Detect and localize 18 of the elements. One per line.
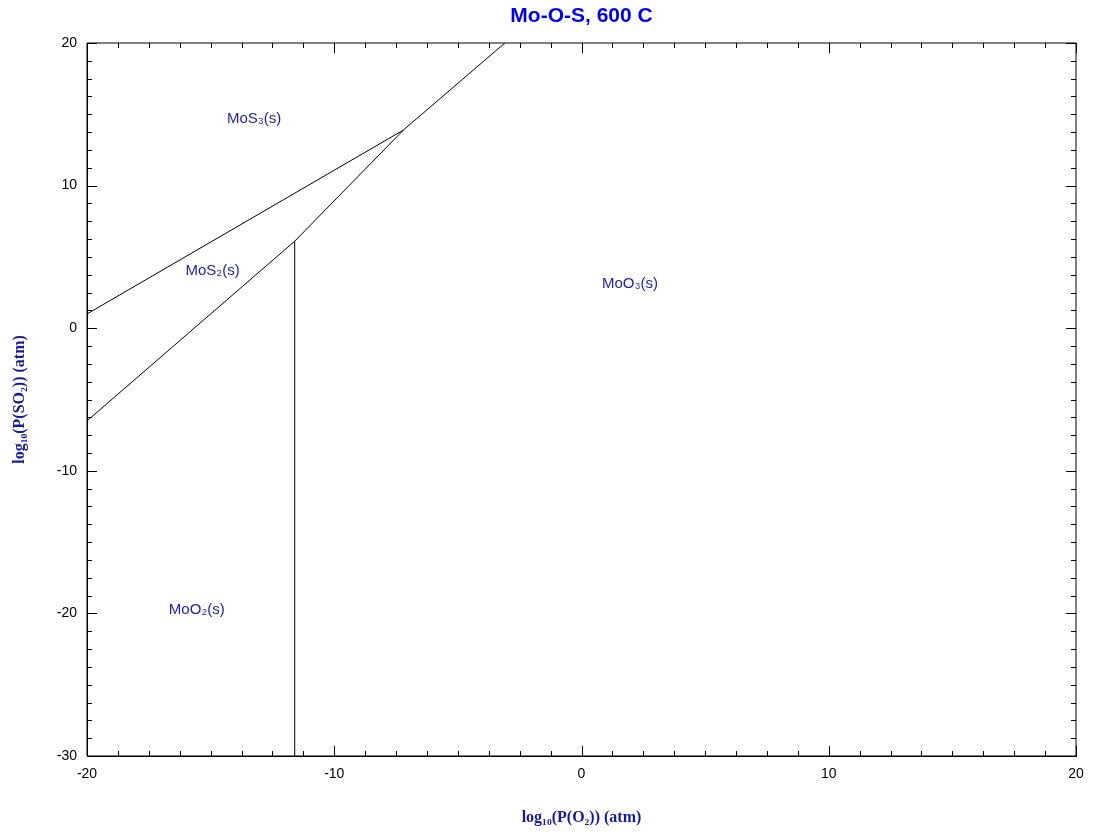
annotation: MoO₂(s) [168, 599, 225, 617]
y-tick-label: 10 [61, 176, 78, 193]
y-axis-title: log₁₀(P(SO₂)) (atm) [10, 335, 29, 464]
y-tick-label: -10 [56, 461, 78, 478]
x-tick-label: 10 [820, 765, 837, 782]
chart-title: Mo-O-S, 600 C [510, 2, 653, 26]
y-tick-label: -20 [56, 604, 78, 621]
x-tick-label: -10 [324, 765, 345, 782]
x-tick-label: 0 [577, 765, 586, 782]
y-tick-label: 20 [61, 33, 78, 50]
annotation: MoS₂(s) [185, 260, 240, 278]
x-tick-label: -20 [76, 765, 98, 782]
annotation: MoO₃(s) [601, 274, 659, 292]
annotation: MoS₃(s) [226, 108, 282, 126]
x-tick-label: 20 [1068, 765, 1084, 782]
y-tick-label: -30 [56, 746, 78, 763]
x-axis-title: log₁₀(P(O₂)) (atm) [521, 808, 642, 827]
y-tick-label: 0 [69, 319, 78, 336]
